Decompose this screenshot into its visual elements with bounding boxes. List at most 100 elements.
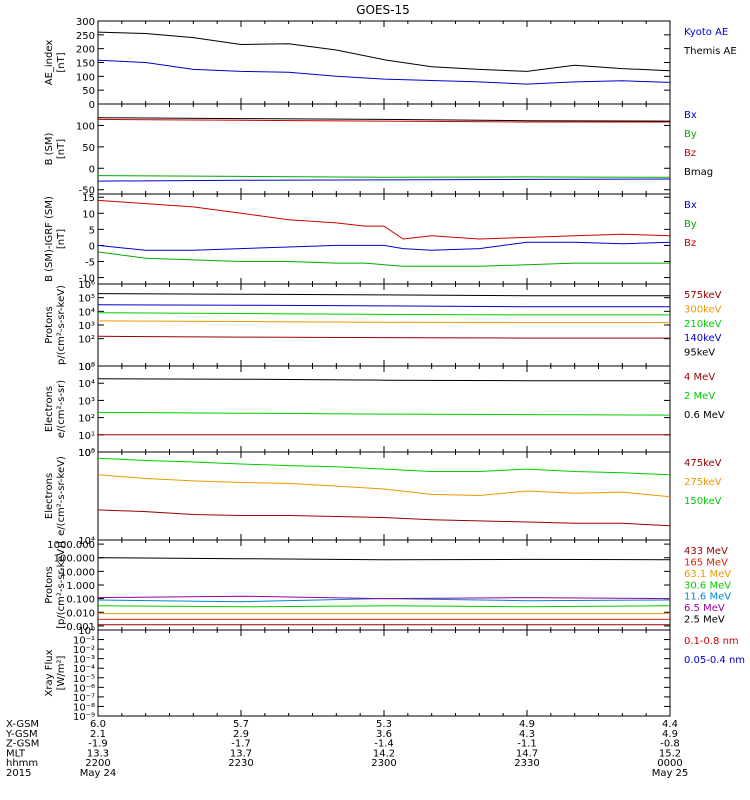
plot-title: GOES-15 [356,3,410,17]
y-tick-label: 0 [89,100,95,111]
y-tick-label: 100.000 [54,554,95,565]
series-line-themis-ae [98,31,670,72]
y-tick-label: 10⁴ [78,379,95,390]
y-tick-label: 100 [76,72,95,83]
panel-frame [97,451,671,541]
y-tick-label: 5 [89,225,95,236]
legend-entry: 150keV [684,496,722,507]
y-tick-label: 1.000 [66,581,95,592]
legend-entry: 300keV [684,304,722,315]
y-tick-label: 10⁵ [78,294,95,305]
y-tick-label: 200 [76,45,95,56]
legend-entry: Themis AE [683,46,737,57]
legend-entry: Bx [684,200,697,211]
legend-entry: Bz [684,148,696,159]
y-tick-label: 0 [89,164,95,175]
x-axis-value: 2230 [228,758,253,769]
panel-frame [97,629,671,717]
x-axis-value: 2330 [514,758,539,769]
y-tick-label: 10⁻³ [73,655,95,666]
x-axis-value: 0000 [657,758,682,769]
x-axis-value: 5.7 [233,719,249,730]
x-axis-value: -1.7 [231,739,251,750]
series-line-bz [98,118,670,123]
legend-entry: Bmag [684,167,713,178]
y-tick-label: 10⁴ [78,307,95,318]
legend-entry: By [684,129,697,140]
panel-4: 10⁰ 10² 10³ 10⁴ 10⁵ 10⁶ Protons p/(cm²-s-sr-keV… [44,280,722,373]
series-line-0-6-mev [98,378,670,382]
y-tick-label: 10³ [78,396,95,407]
x-axis-value: 2.9 [233,729,249,740]
y-tick-label: 10² [78,414,95,425]
panel-frame [97,283,671,367]
y-tick-label: 100 [76,121,95,132]
legend-entry: 165 MeV [684,557,728,568]
panel-5: 10⁰ 10¹ 10² 10³ 10⁴ 10⁵ Electrons e/(cm²-s-sr) 4… [44,362,725,459]
legend-entry: 2.5 MeV [684,615,725,626]
y-tick-label: 10⁻⁸ [73,702,95,713]
y-tick-label: 10⁻² [73,645,95,656]
legend-entry: 575keV [684,290,722,301]
x-axis-value: May 25 [652,768,689,779]
series-line-2-5-mev [98,557,670,561]
y-tick-label: 10⁻¹ [73,636,95,647]
y-tick-label: 50 [82,86,95,97]
y-axis-unit: e/(cm²-s-sr-keV) [56,456,67,536]
y-axis-unit: [nT] [56,52,67,72]
y-axis-label: Protons [44,566,55,603]
x-axis-value: 4.4 [662,719,678,730]
y-axis-label: B (SM)-IGRF (SM) [44,196,55,282]
y-tick-label: 10³ [78,321,95,332]
x-axis-value: May 24 [80,768,117,779]
y-tick-label: 250 [76,31,95,42]
panel-7: 0.001 0.010 0.100 1.000 10.000 100.000 1000.00… [44,539,731,633]
y-tick-label: 15 [82,193,95,204]
x-axis-row-label: Y-GSM [5,729,38,740]
y-axis-unit: p/(cm²-s-sr-keV) [56,285,67,365]
panel-1: 0 50 100 150 200 250 300 AE_index [nT] Kyoto AE Th… [44,17,737,111]
legend-entry: 275keV [684,477,722,488]
y-axis-label: Xray Flux [44,649,55,696]
y-tick-label: -5 [85,258,95,269]
y-tick-label: 0.100 [66,595,95,606]
legend-entry: 95keV [684,348,715,359]
legend-entry: 0.1-0.8 nm [684,636,739,647]
legend-entry: Kyoto AE [684,27,728,38]
x-axis-row-label: Z-GSM [6,739,39,750]
x-axis-value: -1.1 [517,739,537,750]
x-axis-row-label: MLT [6,748,26,759]
y-tick-label: 10⁰ [78,362,95,373]
panel-frame [97,20,671,105]
y-axis-unit: e/(cm²-s-sr) [56,380,67,438]
y-tick-label: 10⁻⁴ [73,664,95,675]
x-axis-value: 6.0 [90,719,106,730]
y-tick-label: 10⁵ [78,448,95,459]
y-tick-label: 10⁻⁹ [73,712,95,723]
series-line-140kev [98,304,670,308]
series-line-by [98,175,670,178]
y-axis-label: AE_index [44,40,55,86]
legend-entry: 4 MeV [684,372,715,383]
series-line-30-6-mev [98,605,670,608]
panel-2: -50 0 50 100 B (SM) [nT] Bx By Bz Bmag [44,103,713,197]
series-line-95kev [98,293,670,297]
y-tick-label: -10 [79,274,95,285]
y-tick-label: 0.010 [66,608,95,619]
series-line-300kev [98,320,670,324]
series-line-bmag [98,117,670,122]
legend-entry: Bz [684,238,696,249]
panel-6: 10⁴ 10⁵ Electrons e/(cm²-s-sr-keV) 475keV 275… [44,448,722,547]
series-line-475kev [98,509,670,527]
x-axis-value: -0.8 [660,739,680,750]
series-line-bz [98,199,670,240]
y-axis-label: Protons [44,306,55,343]
x-axis-value: 2300 [371,758,396,769]
legend-entry: Bx [684,110,697,121]
series-line-210kev [98,312,670,316]
panel-frame [97,193,671,285]
y-tick-label: 10⁻⁶ [73,683,95,694]
y-axis-unit: [nT] [56,229,67,249]
y-tick-label: 0 [89,241,95,252]
